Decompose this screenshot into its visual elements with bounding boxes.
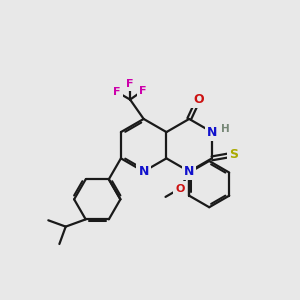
Text: F: F bbox=[126, 79, 134, 89]
Text: N: N bbox=[207, 126, 217, 139]
Text: O: O bbox=[193, 93, 204, 106]
Text: O: O bbox=[175, 184, 184, 194]
Text: H: H bbox=[221, 124, 230, 134]
Text: N: N bbox=[184, 165, 194, 178]
Text: F: F bbox=[139, 86, 146, 96]
Text: F: F bbox=[113, 87, 121, 97]
Text: S: S bbox=[229, 148, 238, 161]
Text: N: N bbox=[139, 165, 149, 178]
